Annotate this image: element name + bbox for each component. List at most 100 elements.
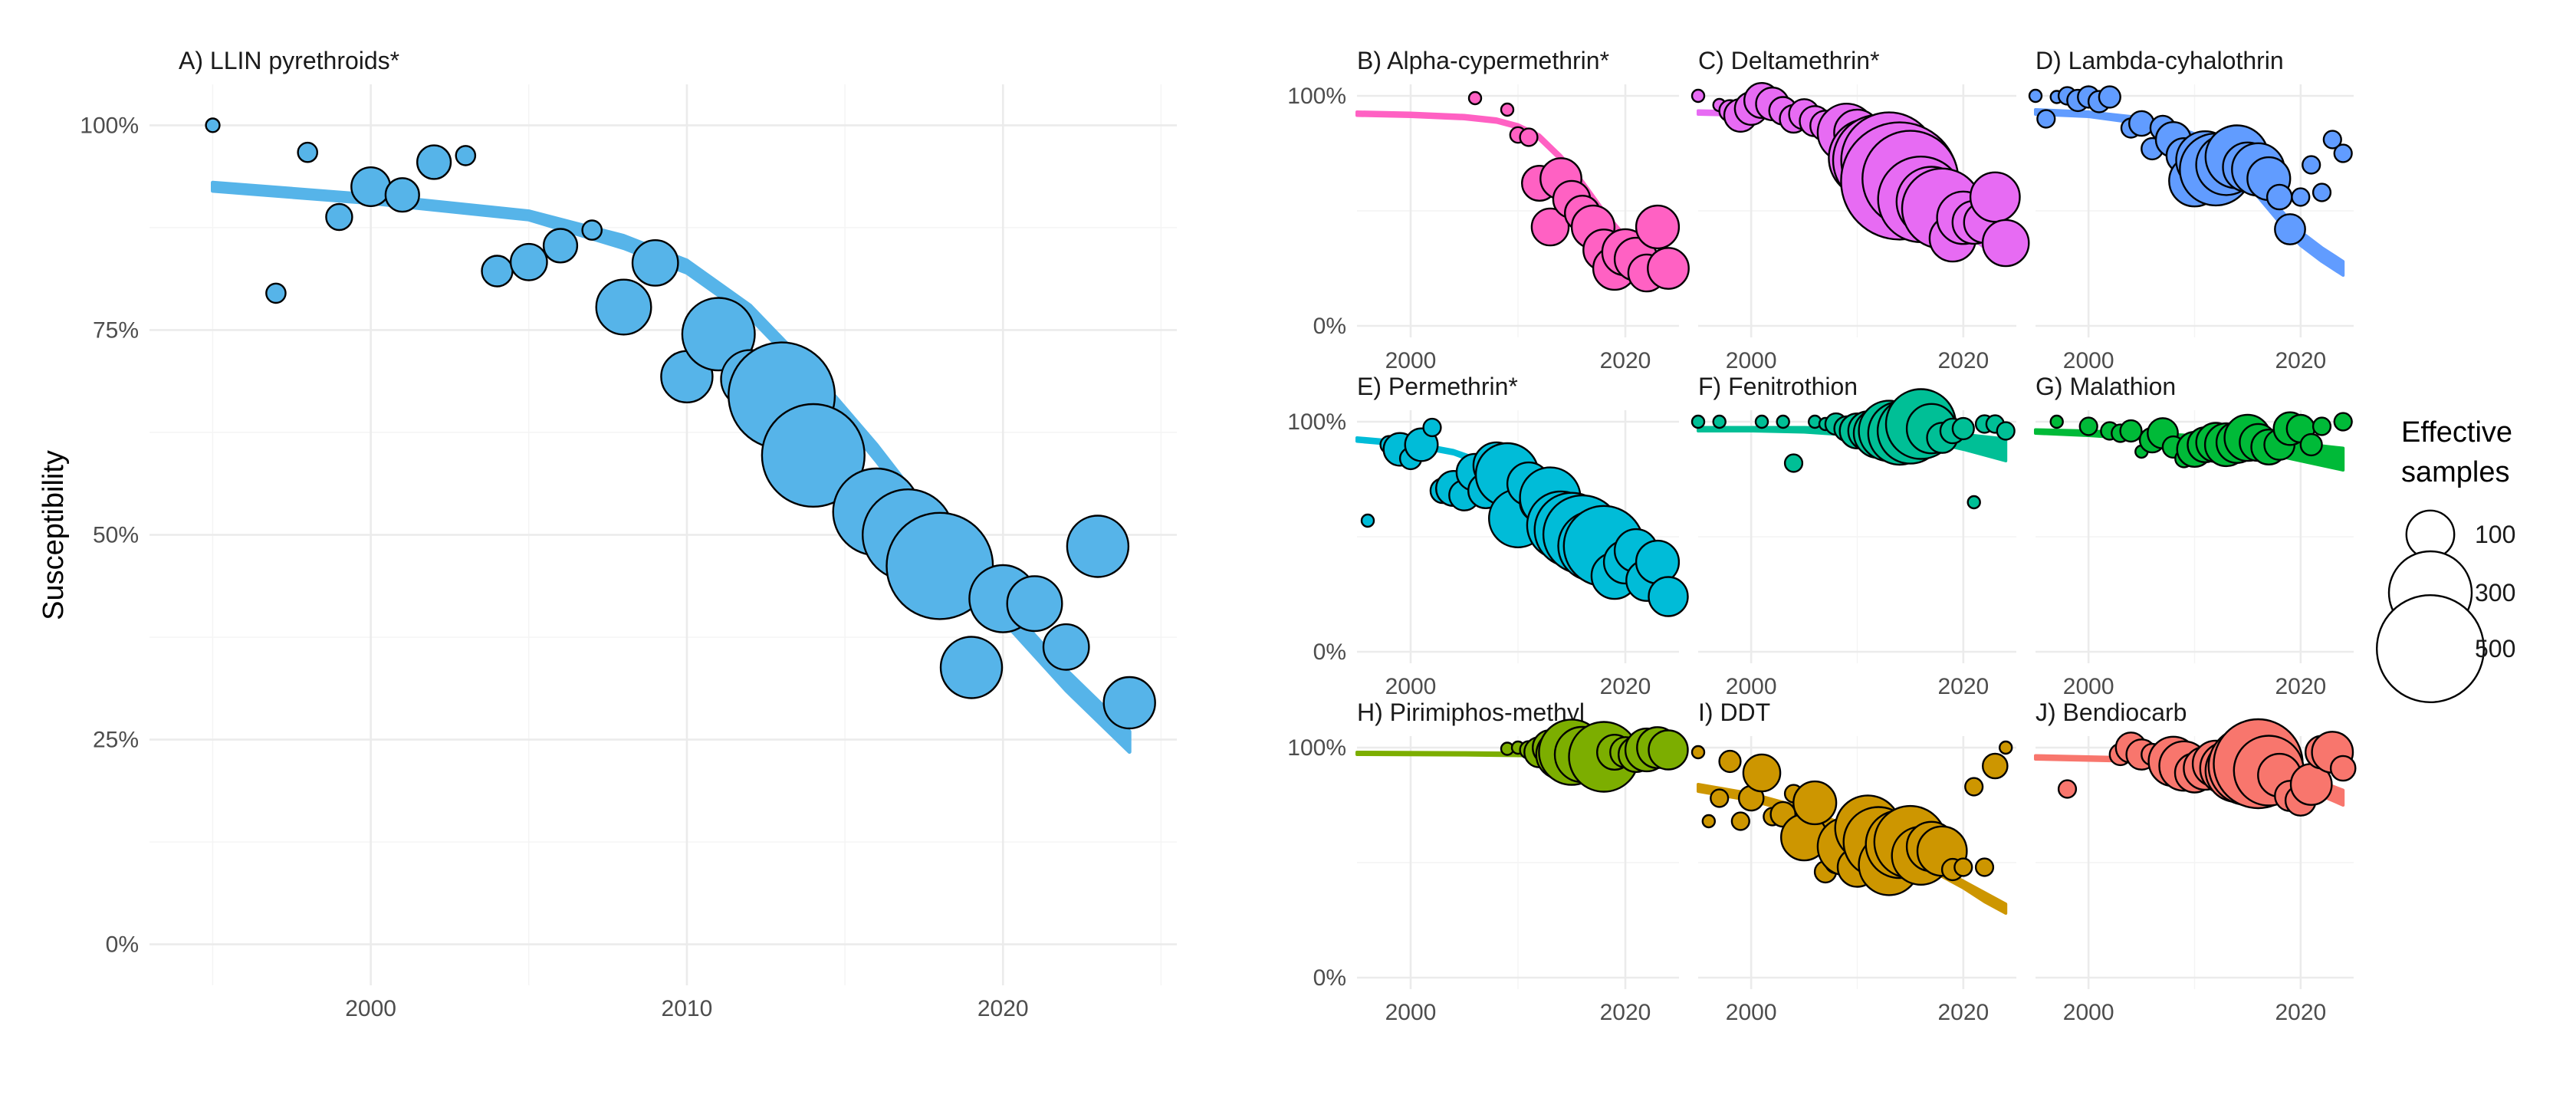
data-point xyxy=(2333,143,2353,163)
x-tick-label: 2010 xyxy=(662,996,713,1021)
panel-title: J) Bendiocarb xyxy=(2036,699,2187,726)
panel-9: 2000 2020 I) DDT xyxy=(1691,699,2016,1025)
data-point xyxy=(1066,515,1130,578)
legend-key xyxy=(2375,594,2485,704)
data-point xyxy=(681,297,756,372)
data-point xyxy=(1974,857,1995,877)
data-point xyxy=(350,166,392,207)
data-point xyxy=(2291,187,2311,207)
data-point xyxy=(631,238,679,287)
panel-title: G) Malathion xyxy=(2036,373,2176,400)
x-tick-label: 2020 xyxy=(978,996,1029,1021)
y-tick-label: 0% xyxy=(1313,639,1346,665)
x-tick-label: 2020 xyxy=(1937,1000,1989,1025)
data-point xyxy=(2322,130,2342,150)
data-point xyxy=(1996,421,2016,441)
fit-ribbon xyxy=(211,180,1132,755)
data-point xyxy=(2333,412,2353,432)
legend-label: 500 xyxy=(2475,635,2515,662)
x-tick-label: 2020 xyxy=(1600,674,1651,699)
x-tick-label: 2020 xyxy=(2275,1000,2326,1025)
y-tick-label: 0% xyxy=(1313,965,1346,991)
data-point xyxy=(542,228,579,264)
data-point xyxy=(384,177,420,213)
y-tick-label: 0% xyxy=(106,932,139,958)
panel-title: C) Deltamethrin* xyxy=(1698,47,1880,74)
data-point xyxy=(2299,432,2323,457)
data-point xyxy=(1981,752,2009,780)
x-tick-label: 2000 xyxy=(2063,674,2114,699)
panel-title: H) Pirimiphos-methyl xyxy=(1357,699,1585,726)
data-point xyxy=(2329,755,2357,782)
data-point xyxy=(1691,414,1706,429)
data-point xyxy=(1710,788,1730,808)
data-point xyxy=(2036,109,2056,129)
data-point xyxy=(2057,779,2078,799)
data-point xyxy=(265,282,287,304)
panel-1: 2000 2010 2020 0% 25% 50% 75% 100% A) LLIN pyret… xyxy=(80,47,1177,1021)
data-point xyxy=(1042,623,1090,671)
data-point xyxy=(2098,85,2121,109)
panel-title: F) Fenitrothion xyxy=(1698,373,1858,400)
legend-title: samples xyxy=(2401,456,2510,488)
data-point xyxy=(1360,513,1375,528)
panel-title: A) LLIN pyrethroids* xyxy=(179,47,399,74)
y-tick-label: 100% xyxy=(1287,735,1346,761)
data-point xyxy=(1742,753,1782,793)
x-tick-label: 2020 xyxy=(1937,348,1989,373)
x-tick-label: 2000 xyxy=(345,996,396,1021)
panel-8: 2000 2020 0% 100% H) Pirimiphos-methyl xyxy=(1287,699,1689,1025)
data-point xyxy=(2266,183,2293,211)
data-point xyxy=(509,242,548,281)
data-point xyxy=(1730,811,1750,831)
data-point xyxy=(1422,417,1442,438)
data-point xyxy=(1998,740,2013,755)
y-tick-label: 100% xyxy=(80,113,139,138)
y-tick-label: 100% xyxy=(1287,409,1346,435)
data-point xyxy=(1006,575,1063,633)
y-tick-label: 100% xyxy=(1287,84,1346,109)
data-point xyxy=(2312,182,2332,202)
data-point xyxy=(1776,414,1790,429)
panel-title: B) Alpha-cypermethrin* xyxy=(1357,47,1609,74)
data-point xyxy=(2302,155,2321,175)
data-point xyxy=(416,144,452,180)
panel-2: 2000 2020 0% 100% B) Alpha-cypermethrin* xyxy=(1287,47,1690,373)
x-tick-label: 2000 xyxy=(1726,1000,1777,1025)
panel-title: D) Lambda-cyhalothrin xyxy=(2036,47,2284,74)
data-point xyxy=(1691,745,1706,760)
y-axis-title: Susceptibility xyxy=(38,450,70,620)
panel-3: 2000 2020 C) Deltamethrin* xyxy=(1691,47,2030,373)
legend: Effective samples 100 300 500 xyxy=(2375,416,2515,704)
x-tick-label: 2020 xyxy=(1937,674,1989,699)
data-point xyxy=(939,636,1004,699)
data-point xyxy=(1635,204,1681,250)
data-point xyxy=(2312,416,2332,436)
y-tick-label: 0% xyxy=(1313,314,1346,339)
data-point xyxy=(1102,676,1156,730)
data-point xyxy=(1648,729,1689,771)
x-tick-label: 2000 xyxy=(2063,348,2114,373)
data-point xyxy=(1647,247,1690,290)
data-point xyxy=(1519,127,1539,147)
data-point xyxy=(1701,814,1717,829)
data-point xyxy=(297,141,319,163)
data-point xyxy=(1500,102,1515,117)
x-tick-label: 2000 xyxy=(1726,348,1777,373)
panel-6: 2000 2020 F) Fenitrothion xyxy=(1691,373,2016,699)
data-point xyxy=(1712,414,1727,429)
data-point xyxy=(1754,414,1769,429)
x-tick-label: 2020 xyxy=(2275,674,2326,699)
data-point xyxy=(1467,90,1483,106)
data-point xyxy=(1953,857,1973,877)
data-point xyxy=(325,202,353,232)
data-point xyxy=(1964,777,1984,797)
data-point xyxy=(1648,576,1689,617)
data-point xyxy=(1792,780,1838,826)
legend-label: 300 xyxy=(2475,579,2515,607)
x-tick-label: 2020 xyxy=(1600,1000,1651,1025)
panel-10: 2000 2020 J) Bendiocarb xyxy=(2034,699,2357,1025)
x-tick-label: 2000 xyxy=(1385,1000,1437,1025)
